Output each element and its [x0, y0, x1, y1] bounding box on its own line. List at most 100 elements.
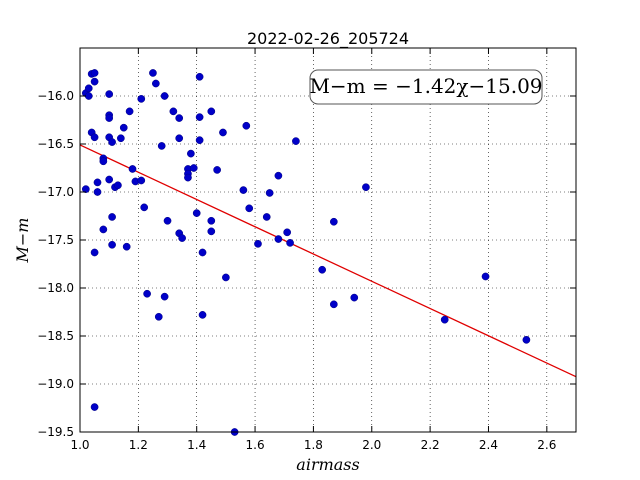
- x-tick-label: 2.2: [421, 438, 440, 452]
- data-point: [286, 239, 294, 247]
- data-point: [116, 134, 125, 143]
- fit-equation-box: M−m = −1.42χ−15.09: [309, 69, 543, 105]
- data-point: [81, 185, 90, 193]
- x-tick-label: 2.0: [362, 438, 381, 452]
- data-point: [84, 84, 93, 93]
- data-point: [137, 176, 146, 185]
- data-point: [93, 188, 102, 196]
- data-point: [198, 248, 207, 257]
- data-point: [195, 136, 204, 145]
- equation-box-frame: [309, 69, 543, 105]
- data-point: [192, 209, 201, 217]
- fit-line-layer: [79, 144, 577, 378]
- data-point: [350, 293, 359, 302]
- data-point: [274, 235, 283, 243]
- data-point: [207, 216, 216, 225]
- y-tick-label: −19.0: [37, 377, 74, 391]
- data-point: [84, 92, 93, 100]
- data-point: [163, 216, 172, 225]
- data-point: [440, 315, 449, 324]
- fit-line: [79, 144, 577, 378]
- data-point: [245, 204, 254, 213]
- data-point: [213, 166, 221, 174]
- y-tick-label: −18.5: [37, 329, 74, 343]
- data-point: [122, 242, 131, 251]
- data-point: [195, 113, 204, 121]
- data-point: [242, 121, 251, 130]
- data-point: [99, 157, 108, 166]
- data-point: [143, 289, 151, 298]
- data-point: [108, 138, 116, 146]
- data-point: [178, 234, 186, 242]
- data-point: [149, 69, 157, 77]
- data-point: [195, 72, 204, 81]
- data-point: [119, 123, 128, 132]
- data-point: [157, 142, 166, 150]
- data-point: [90, 248, 99, 257]
- data-point: [169, 107, 178, 116]
- data-point: [160, 292, 169, 301]
- data-point: [207, 227, 216, 236]
- y-tick-label: −16.5: [37, 137, 74, 151]
- data-point: [207, 107, 216, 116]
- data-point: [189, 164, 198, 172]
- x-axis-label: airmass: [296, 455, 359, 474]
- y-axis-label: M−m: [13, 218, 32, 264]
- data-point: [125, 107, 134, 116]
- y-tick-label: −19.5: [37, 425, 74, 439]
- data-point: [362, 183, 370, 192]
- data-point: [90, 403, 99, 411]
- data-point: [99, 225, 108, 234]
- data-point: [140, 203, 149, 212]
- data-point: [90, 77, 99, 86]
- data-point: [292, 137, 300, 145]
- data-point: [254, 239, 262, 248]
- y-tick-label: −16.0: [37, 89, 74, 103]
- data-point: [137, 95, 146, 103]
- data-point: [274, 171, 283, 180]
- data-point: [108, 240, 116, 249]
- chart-title: 2022-02-26_205724: [247, 29, 409, 49]
- y-tick-label: −17.0: [37, 185, 74, 199]
- data-point: [184, 173, 192, 182]
- data-point: [329, 217, 338, 226]
- data-point: [187, 149, 195, 158]
- x-tick-label: 1.6: [246, 438, 265, 452]
- data-point: [219, 128, 227, 137]
- x-tick-label: 1.2: [129, 438, 148, 452]
- data-point: [105, 175, 114, 184]
- data-point: [198, 311, 207, 319]
- y-tick-label: −18.0: [37, 281, 74, 295]
- data-point: [239, 186, 248, 194]
- data-point: [108, 213, 116, 221]
- x-tick-label: 1.8: [304, 438, 323, 452]
- data-point: [128, 165, 137, 173]
- data-point: [175, 114, 184, 122]
- data-point: [105, 114, 114, 122]
- data-point: [265, 189, 274, 197]
- data-point: [318, 265, 327, 274]
- x-tick-label: 1.4: [187, 438, 206, 452]
- data-point: [175, 134, 184, 143]
- fit-equation: M−m = −1.42χ−15.09: [309, 74, 542, 98]
- data-point: [283, 228, 292, 237]
- data-point: [105, 90, 114, 98]
- x-tick-label: 1.0: [70, 438, 89, 452]
- data-point: [114, 181, 122, 190]
- data-point: [90, 69, 99, 77]
- x-tick-label: 2.4: [479, 438, 498, 452]
- data-point: [160, 92, 169, 100]
- data-point: [154, 312, 163, 321]
- grid-lines: [79, 48, 576, 433]
- data-point: [522, 335, 531, 344]
- y-tick-label: −17.5: [37, 233, 74, 247]
- data-point: [152, 79, 160, 88]
- data-point: [329, 300, 338, 309]
- x-tick-label: 2.6: [537, 438, 556, 452]
- data-point: [222, 273, 230, 282]
- axis-ticks: 1.0 1.2 1.4 1.6 1.8 2.0 2.2 2.4 2.6 −16.0 −16.5 −17…: [37, 48, 576, 452]
- data-points: [81, 69, 531, 436]
- data-point: [262, 213, 271, 221]
- data-point: [481, 272, 490, 281]
